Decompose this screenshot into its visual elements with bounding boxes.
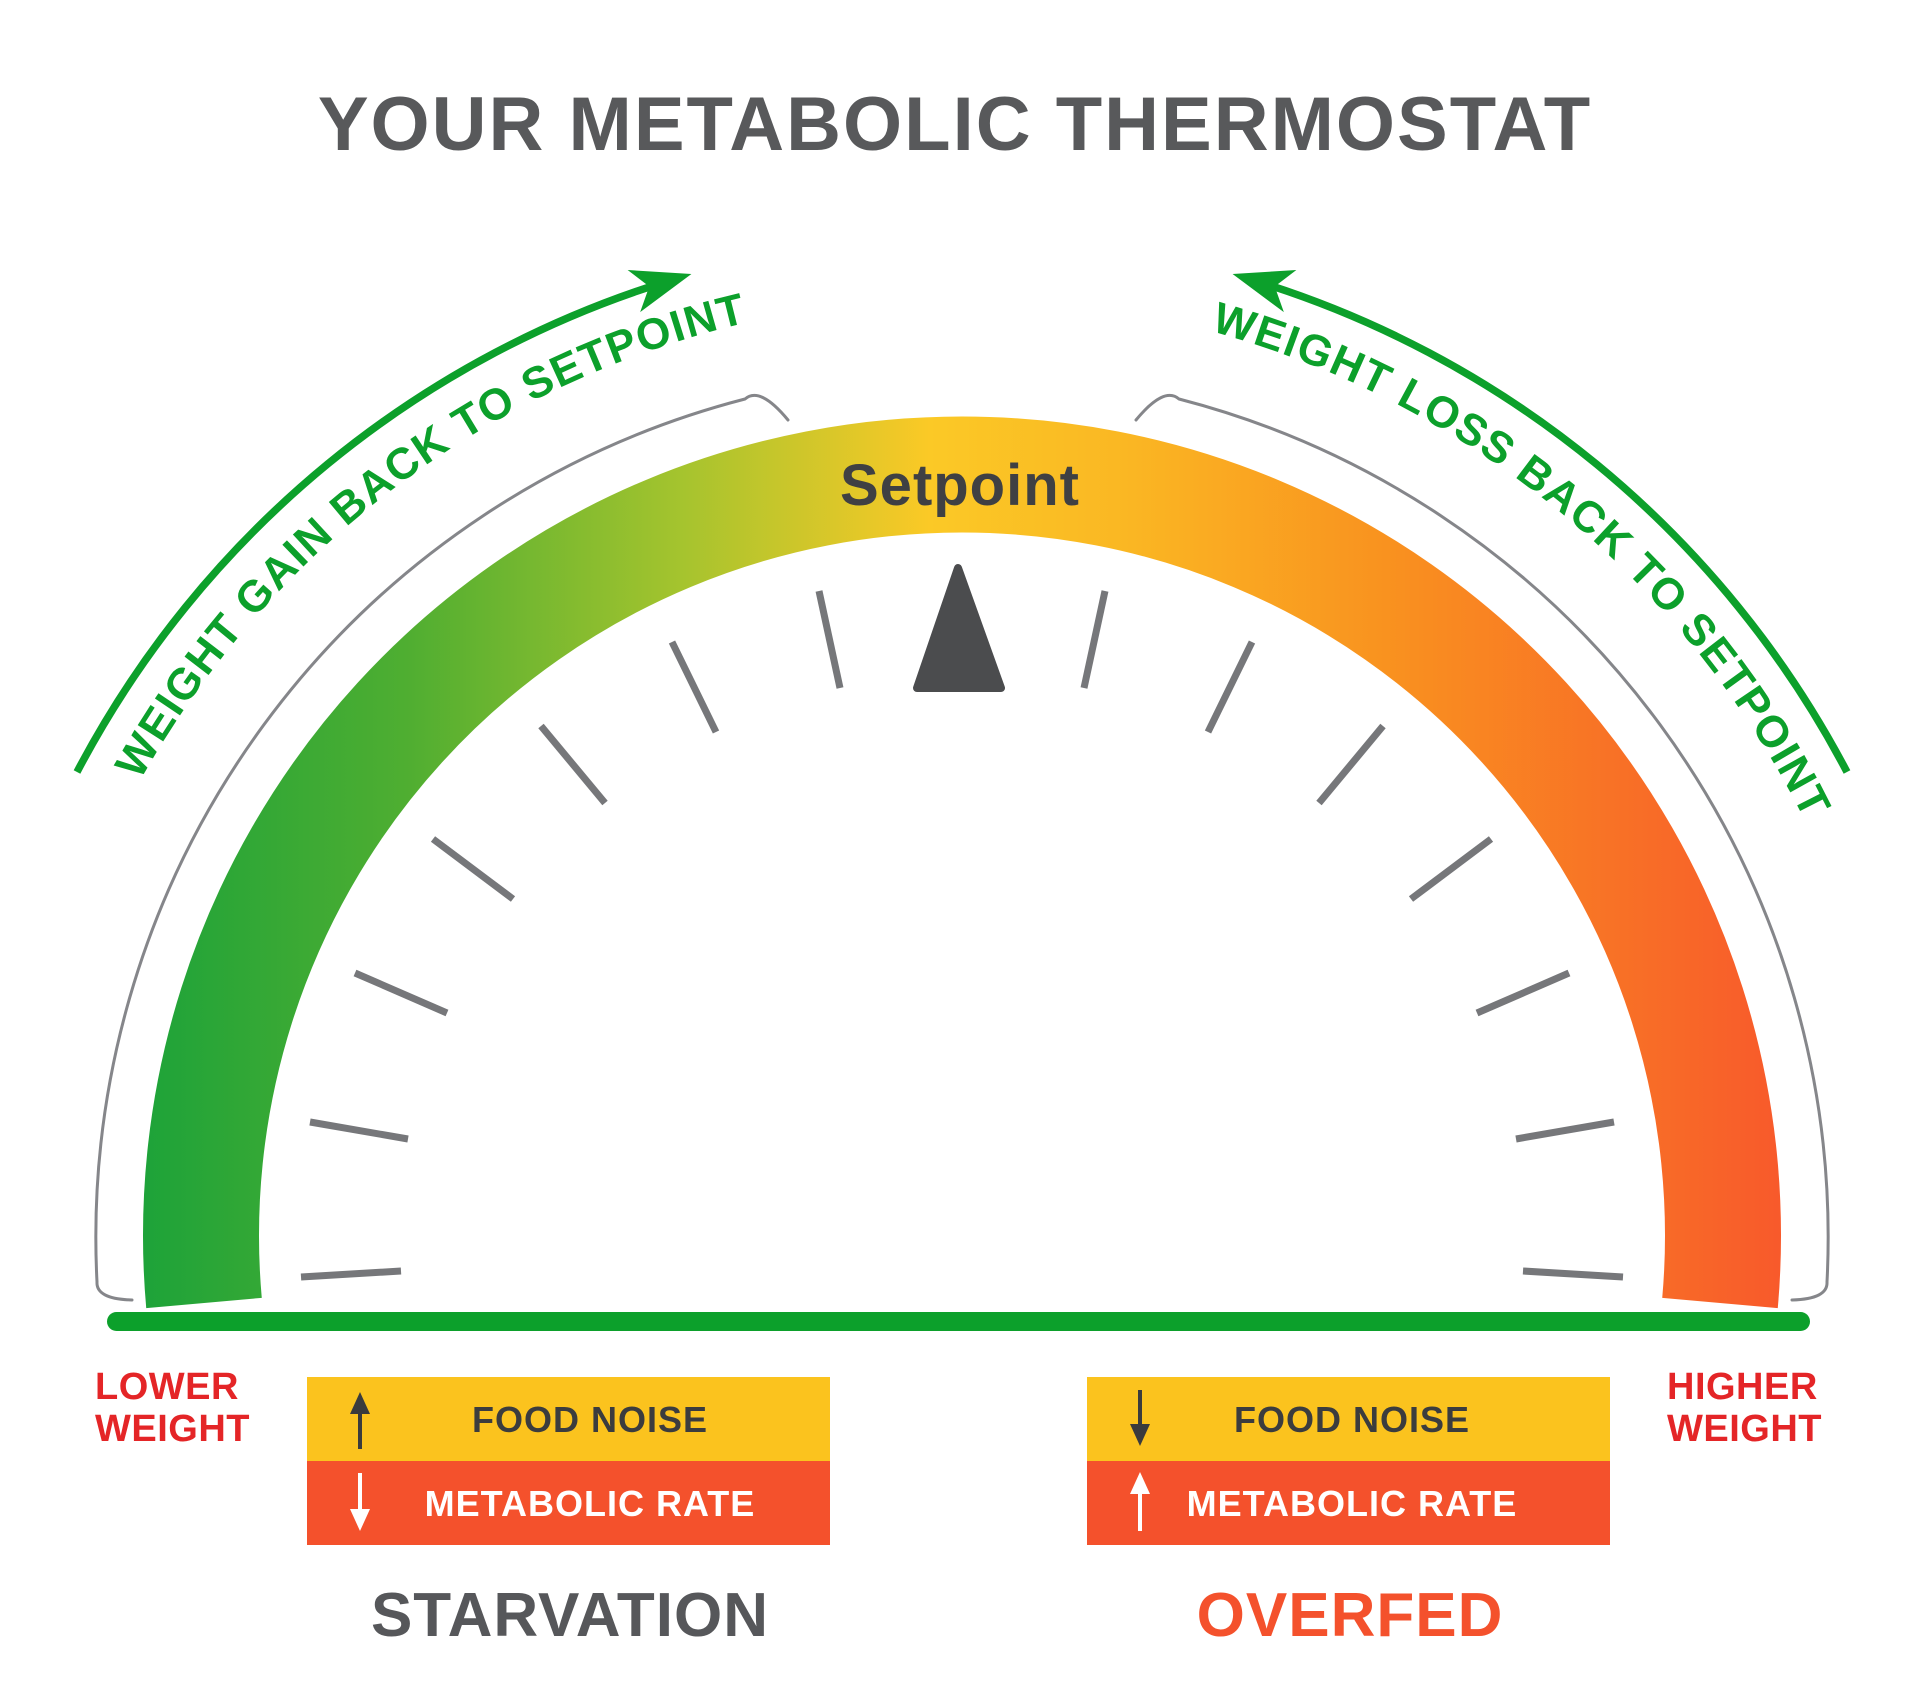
down-arrow-icon	[350, 1473, 370, 1531]
tick-mark	[668, 640, 720, 734]
up-arrow-icon	[1130, 1472, 1150, 1531]
food-noise-label: FOOD NOISE	[1234, 1399, 1470, 1440]
tick-mark	[1475, 969, 1571, 1017]
tick-mark	[1204, 640, 1256, 734]
food-noise-band	[307, 1377, 830, 1461]
down-arrow-icon	[1130, 1390, 1150, 1446]
up-arrow-icon	[350, 1392, 370, 1449]
right-bracket-arc	[1134, 393, 1830, 1302]
metabolic-rate-label: METABOLIC RATE	[425, 1483, 756, 1524]
food-noise-label: FOOD NOISE	[472, 1399, 708, 1440]
tick-mark	[353, 969, 449, 1017]
higher-weight-label: HIGHER WEIGHT	[1667, 1366, 1829, 1450]
tick-mark	[309, 1118, 409, 1143]
gauge-ticks	[300, 590, 1624, 1281]
starvation-caption: STARVATION	[371, 1581, 769, 1650]
lower-weight-label: LOWER WEIGHT	[95, 1366, 250, 1450]
tick-mark	[430, 836, 516, 902]
tick-mark	[538, 723, 608, 806]
metabolic-rate-band	[307, 1461, 830, 1545]
overfed-panel: FOOD NOISE METABOLIC RATE OVERFED	[1087, 1377, 1610, 1650]
tick-mark	[300, 1267, 402, 1281]
tick-mark	[815, 590, 844, 689]
starvation-panel: FOOD NOISE METABOLIC RATE STARVATION	[307, 1377, 830, 1650]
food-noise-band	[1087, 1377, 1610, 1461]
weight-gain-arrow-icon	[73, 270, 692, 774]
tick-mark	[1080, 590, 1109, 689]
metabolic-rate-band	[1087, 1461, 1610, 1545]
gauge-needle-icon	[913, 564, 1005, 692]
overfed-caption: OVERFED	[1197, 1581, 1504, 1650]
tick-mark	[1515, 1118, 1615, 1143]
tick-mark	[1522, 1267, 1624, 1281]
setpoint-label: Setpoint	[840, 453, 1080, 518]
page-title: YOUR METABOLIC THERMOSTAT	[318, 82, 1592, 167]
gauge-band	[143, 416, 1781, 1309]
tick-mark	[1408, 836, 1494, 902]
metabolic-rate-label: METABOLIC RATE	[1187, 1483, 1518, 1524]
baseline-bar	[107, 1312, 1810, 1331]
tick-mark	[1316, 723, 1386, 806]
left-bracket-arc	[94, 393, 790, 1302]
weight-loss-arrow-icon	[1232, 270, 1851, 774]
